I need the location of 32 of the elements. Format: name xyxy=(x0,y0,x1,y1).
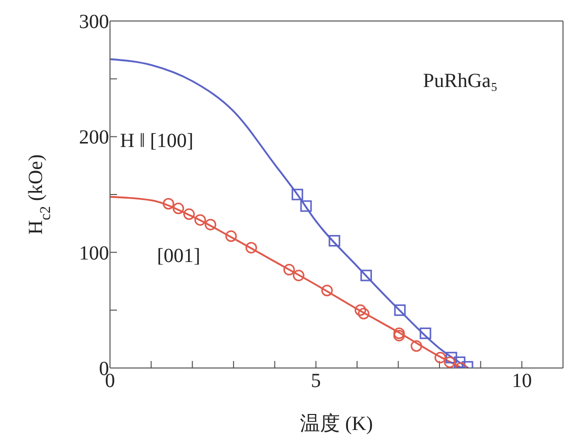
y-tick-label: 200 xyxy=(79,126,109,149)
point xyxy=(194,214,206,226)
point xyxy=(394,304,406,316)
point xyxy=(360,270,372,282)
point xyxy=(283,264,295,276)
point xyxy=(321,284,333,296)
y-tick-label: 300 xyxy=(79,11,109,33)
point xyxy=(225,230,237,242)
point xyxy=(162,198,174,210)
point xyxy=(292,188,304,200)
x-tick-label: 5 xyxy=(310,370,321,392)
point xyxy=(300,200,312,212)
point xyxy=(420,328,432,340)
point xyxy=(292,270,304,282)
annotation: H ǁ [100] xyxy=(120,130,194,153)
point xyxy=(454,356,466,368)
point xyxy=(204,218,216,230)
x-axis-title: 温度 (K) xyxy=(300,413,373,435)
point xyxy=(183,208,195,220)
point xyxy=(358,308,370,320)
point xyxy=(328,235,340,247)
y-tick-label: 100 xyxy=(79,242,109,264)
point xyxy=(446,352,458,364)
annotation: [001] xyxy=(157,245,200,268)
point xyxy=(444,356,456,368)
point xyxy=(354,304,366,316)
point xyxy=(172,202,184,214)
point xyxy=(434,352,446,364)
x-tick-label: 10 xyxy=(512,370,532,392)
annotation: PuRhGa₅ xyxy=(423,70,498,93)
point xyxy=(246,242,258,254)
point xyxy=(410,340,422,352)
